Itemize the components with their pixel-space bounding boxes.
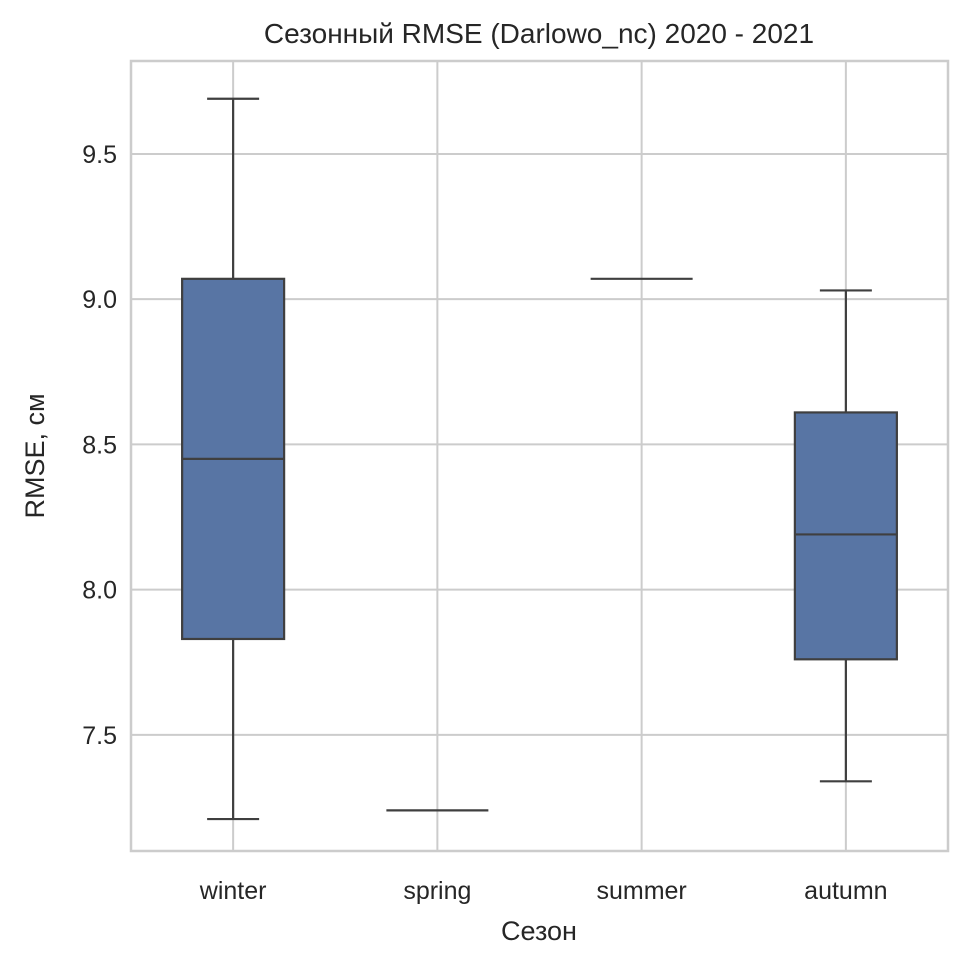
y-tick-label: 8.0 xyxy=(82,577,117,605)
x-tick-labels: winter spring summer autumn xyxy=(199,877,888,905)
x-tick-label-summer: summer xyxy=(596,877,686,905)
iqr-box xyxy=(793,411,898,661)
y-tick-label: 7.5 xyxy=(82,722,117,750)
y-tick-label: 9.5 xyxy=(82,141,117,169)
plot-frame xyxy=(129,59,950,853)
x-tick-label-spring: spring xyxy=(403,877,471,905)
box-autumn xyxy=(793,289,898,783)
boxes xyxy=(181,97,898,821)
y-tick-labels: 7.5 8.0 8.5 9.0 9.5 xyxy=(82,141,117,750)
chart-title: Сезонный RMSE (Darlowo_nc) 2020 - 2021 xyxy=(264,18,814,49)
box-winter xyxy=(181,97,286,821)
y-axis-label: RMSE, см xyxy=(20,393,50,518)
y-tick-label: 8.5 xyxy=(82,431,117,459)
x-tick-label-autumn: autumn xyxy=(804,877,887,905)
y-tick-label: 9.0 xyxy=(82,286,117,314)
x-axis-label: Сезон xyxy=(501,916,577,946)
x-tick-label-winter: winter xyxy=(199,877,267,905)
